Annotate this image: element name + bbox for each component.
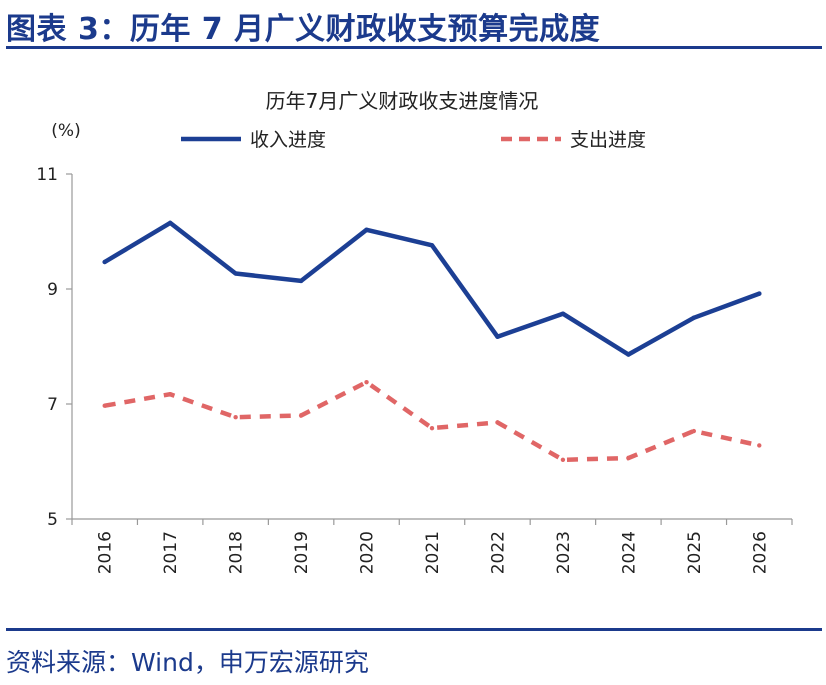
source-divider — [6, 628, 822, 631]
y-tick-label: 11 — [36, 165, 58, 185]
expense-point — [429, 425, 435, 431]
y-tick-label: 5 — [47, 510, 58, 530]
chart: 历年7月广义财政收支进度情况 (%) 收入进度 支出进度 5 7 9 11 2016 20… — [36, 89, 793, 574]
income-point — [560, 311, 566, 316]
source-note: 资料来源：Wind，申万宏源研究 — [6, 648, 369, 677]
title-divider — [6, 46, 822, 49]
x-tick-label: 2019 — [292, 531, 312, 574]
y-tick-label: 9 — [47, 280, 58, 300]
expense-point — [298, 413, 304, 418]
income-point — [102, 259, 107, 265]
legend-label-expense: 支出进度 — [570, 129, 646, 151]
x-tick-label: 2026 — [750, 531, 770, 574]
expense-point — [757, 443, 762, 448]
income-point — [167, 220, 173, 226]
y-axis-unit: (%) — [51, 121, 80, 141]
income-point — [233, 271, 238, 276]
x-tick-label: 2016 — [96, 531, 116, 574]
expense-point — [560, 457, 566, 462]
chart-title: 历年7月广义财政收支进度情况 — [266, 89, 539, 113]
x-tick-label: 2024 — [619, 531, 639, 574]
income-point — [364, 227, 369, 232]
income-point — [298, 278, 304, 284]
expense-point — [626, 455, 631, 461]
income-series-line — [102, 220, 762, 357]
tick-labels: 5 7 9 11 2016 2017 2018 2019 2020 2021 2022 2023 202… — [36, 165, 770, 574]
income-point — [757, 291, 762, 296]
expense-point — [102, 403, 107, 408]
y-tick-label: 7 — [47, 395, 58, 415]
x-tick-label: 2018 — [227, 531, 247, 574]
income-point — [495, 334, 500, 339]
expense-point — [233, 415, 238, 420]
expense-point — [364, 379, 369, 385]
x-tick-label: 2023 — [554, 531, 574, 574]
series-lines — [102, 220, 762, 463]
income-point — [429, 243, 435, 248]
expense-point — [495, 420, 500, 425]
x-tick-label: 2017 — [161, 531, 181, 574]
legend-label-income: 收入进度 — [250, 129, 326, 151]
expense-point — [691, 428, 697, 434]
figure-title: 图表 3：历年 7 月广义财政收支预算完成度 — [6, 12, 601, 47]
x-tick-label: 2025 — [685, 531, 705, 574]
expense-series-line — [104, 379, 760, 463]
expense-point — [167, 392, 173, 397]
legend: 收入进度 支出进度 — [181, 129, 646, 151]
income-point — [691, 315, 697, 320]
x-tick-label: 2020 — [358, 531, 378, 574]
x-tick-label: 2021 — [423, 531, 443, 574]
axes — [66, 173, 793, 525]
income-point — [626, 352, 631, 357]
x-tick-label: 2022 — [488, 531, 508, 574]
